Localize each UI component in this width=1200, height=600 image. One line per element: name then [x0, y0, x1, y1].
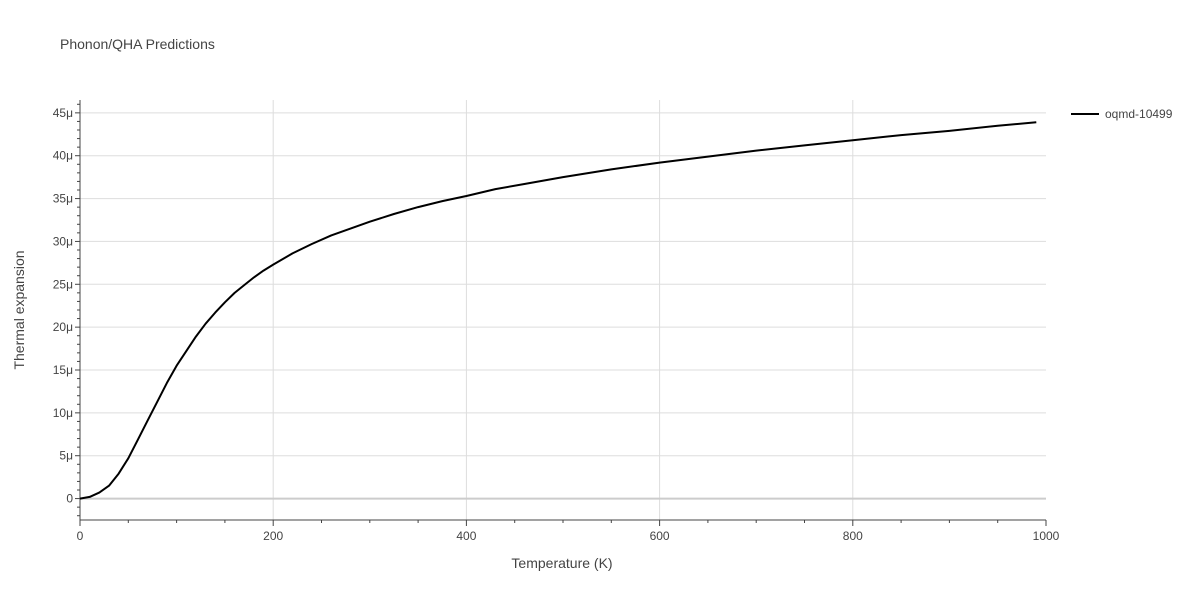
y-tick-label: 5μ — [59, 449, 73, 463]
y-tick-label: 40μ — [53, 149, 73, 163]
x-tick-label: 400 — [456, 529, 476, 543]
y-tick-label: 0 — [66, 492, 73, 506]
y-tick-label: 15μ — [53, 363, 73, 377]
grid-lines — [80, 100, 1046, 520]
y-ticks: 0 5μ 10μ 15μ 20μ 25μ 30μ 35μ 40μ 45μ — [53, 103, 80, 517]
series-lines — [79, 121, 1037, 500]
x-tick-label: 1000 — [1033, 529, 1060, 543]
axes — [79, 100, 1046, 521]
y-tick-label: 25μ — [53, 277, 73, 291]
x-axis-title: Temperature (K) — [511, 555, 612, 571]
y-axis-title: Thermal expansion — [11, 250, 27, 369]
y-tick-label: 10μ — [53, 406, 73, 420]
x-tick-label: 200 — [263, 529, 283, 543]
y-tick-label: 30μ — [53, 234, 73, 248]
y-tick-label: 45μ — [53, 106, 73, 120]
x-tick-label: 800 — [843, 529, 863, 543]
x-tick-label: 0 — [77, 529, 84, 543]
chart-title: Phonon/QHA Predictions — [60, 36, 215, 52]
x-tick-label: 600 — [650, 529, 670, 543]
y-tick-label: 20μ — [53, 320, 73, 334]
legend[interactable]: oqmd-10499 — [1071, 107, 1173, 121]
legend-label: oqmd-10499 — [1105, 107, 1173, 121]
y-tick-label: 35μ — [53, 192, 73, 206]
x-ticks: 0 200 400 600 800 1000 — [77, 520, 1060, 543]
series-line — [79, 121, 1037, 500]
